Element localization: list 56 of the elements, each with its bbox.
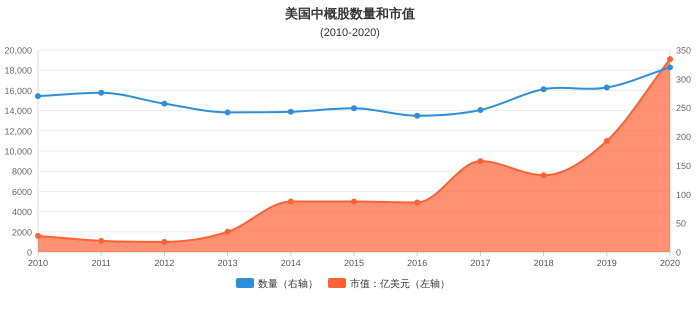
y-tick-label: 8000 [12,166,32,177]
point [540,86,547,92]
y-tick-label: 12,000 [4,126,32,136]
x-tick-label: 2012 [154,258,174,268]
y-tick-label: 10,000 [4,146,32,156]
point [604,84,610,91]
y2-tick-label: 150 [676,160,692,171]
point [35,232,41,239]
y2-tick-label: 300 [676,74,692,84]
x-tick-label: 2019 [596,258,617,268]
y2-tick-label: 50 [676,218,686,229]
y-tick-label: 2000 [12,227,32,238]
y2-tick-label: 350 [676,46,692,56]
point [35,93,41,100]
point [477,158,484,164]
y-tick-label: 20,000 [4,46,32,56]
point [604,138,610,144]
y-tick-label: 0 [26,248,32,258]
y2-tick-label: 100 [676,190,692,200]
x-tick-label: 2014 [280,258,301,268]
point [414,112,420,119]
x-tick-label: 2015 [344,258,364,268]
y-tick-label: 16,000 [4,86,32,96]
point [98,238,104,244]
legend-label: 数量（右轴） [258,278,318,290]
point [224,109,231,116]
y2-tick-label: 250 [676,103,692,114]
x-tick-label: 2018 [534,258,554,268]
x-tick-label: 2016 [407,258,428,268]
x-tick-label: 2010 [28,258,48,268]
x-tick-label: 2013 [218,258,238,268]
point [667,64,673,70]
point [288,198,294,204]
y-tick-label: 4000 [12,207,32,218]
point [667,56,673,62]
point [414,200,420,206]
title: 美国中概股数量和市值 [285,6,415,21]
x-tick-label: 2011 [92,258,111,268]
y2-tick-label: 0 [676,248,682,258]
point [98,90,104,96]
point [161,100,168,107]
x-tick-label: 2020 [660,258,680,268]
point [540,172,547,178]
legend-label: 市值：亿美元（左轴） [350,278,450,290]
subtitle: (2010-2020) [320,27,380,39]
y-tick-label: 6000 [12,186,32,197]
x-tick-label: 2017 [470,258,490,268]
point [224,228,231,235]
point [161,238,168,245]
point [351,105,357,112]
y-tick-label: 18,000 [4,66,32,76]
point [288,108,294,115]
point [477,107,484,114]
y2-tick-label: 200 [676,132,692,142]
y-tick-label: 14,000 [4,106,32,116]
point [351,198,357,204]
